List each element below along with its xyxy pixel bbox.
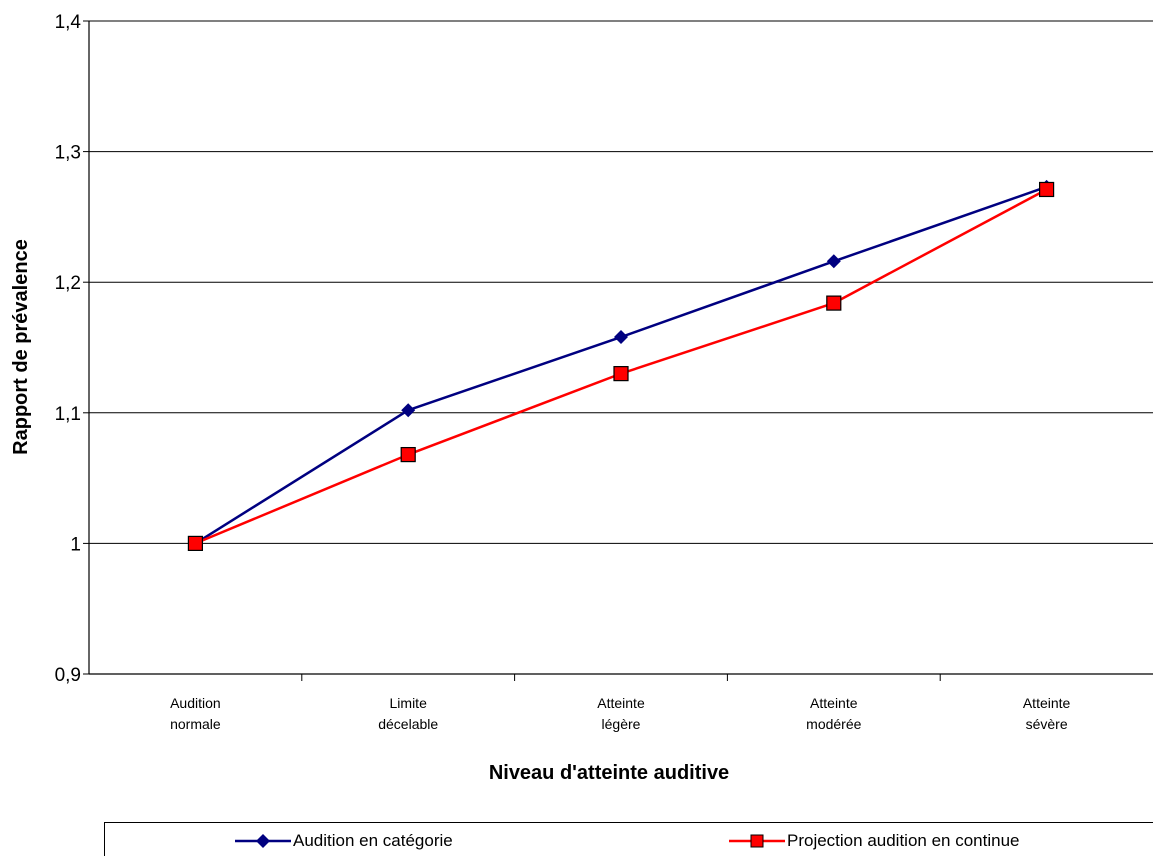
- y-axis-title: Rapport de prévalence: [10, 239, 32, 455]
- x-axis-title: Niveau d'atteinte auditive: [489, 762, 729, 784]
- y-tick-label: 1,1: [55, 404, 81, 425]
- data-point-square: [1038, 181, 1055, 198]
- x-tick-label: Atteinte sévère: [1023, 695, 1071, 732]
- x-tick-label: Limite décelable: [378, 695, 438, 732]
- x-tick-label: Atteinte légère: [597, 695, 645, 732]
- legend: Audition en catégorie Projection auditio…: [104, 822, 1153, 856]
- x-tick-label: Audition normale: [170, 695, 221, 732]
- x-tick-label: Atteinte modérée: [806, 695, 861, 732]
- data-point-diamond: [826, 254, 841, 269]
- data-point-diamond: [401, 403, 416, 418]
- y-tick-label: 0,9: [55, 665, 81, 686]
- legend-item-series-2: Projection audition en continue: [729, 831, 1020, 851]
- y-tick-label: 1: [70, 534, 81, 555]
- data-point-square: [613, 366, 629, 382]
- data-point-diamond: [614, 330, 628, 345]
- y-tick-label: 1,3: [55, 143, 81, 164]
- gridlines: [89, 20, 1153, 544]
- y-tick-label: 1,2: [55, 273, 81, 294]
- data-point-square: [187, 535, 203, 552]
- chart: 0,9 1 1,1 1,2 1,3 1,4 Audition normale Limite dé…: [10, 12, 1153, 784]
- x-tick-labels: Audition normale Limite décelable Atteinte lé…: [170, 695, 1070, 732]
- diamond-marker-icon: [235, 834, 291, 848]
- legend-label: Projection audition en continue: [787, 831, 1020, 850]
- data-point-square: [400, 446, 416, 463]
- y-tick-label: 1,4: [55, 12, 82, 33]
- series-lines: [187, 179, 1055, 552]
- axes: [83, 20, 1153, 681]
- data-point-square: [826, 295, 842, 311]
- square-marker-icon: [729, 834, 785, 848]
- legend-label: Audition en catégorie: [293, 831, 453, 850]
- legend-item-series-1: Audition en catégorie: [235, 831, 453, 851]
- y-tick-labels: 0,9 1 1,1 1,2 1,3 1,4: [55, 12, 82, 686]
